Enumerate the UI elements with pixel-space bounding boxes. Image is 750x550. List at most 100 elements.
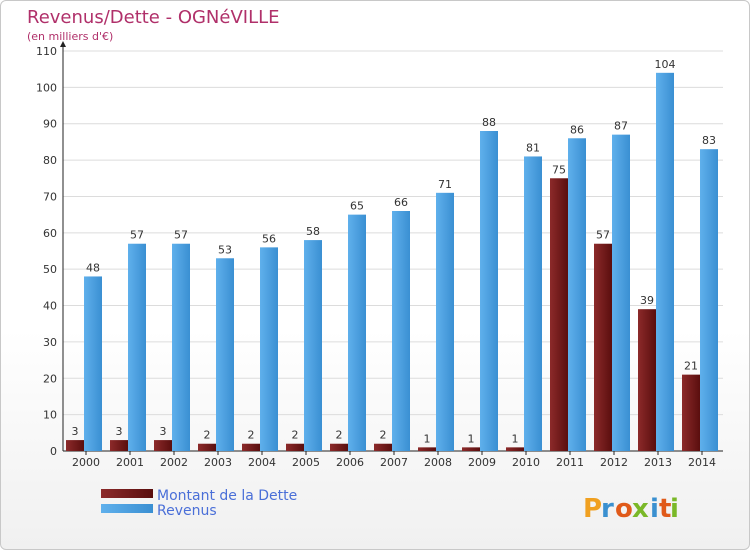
legend-swatch-debt: [101, 489, 153, 498]
bar-revenus: [656, 72, 674, 452]
logo-letter: t: [659, 494, 671, 524]
bar-dette: [638, 309, 656, 451]
x-tick-label: 2012: [600, 456, 628, 469]
data-label-dette: 1: [468, 432, 475, 445]
bar-revenus: [84, 276, 102, 451]
bar-revenus: [128, 243, 146, 451]
x-tick-label: 2003: [204, 456, 232, 469]
y-axis-arrow: [60, 41, 66, 47]
chart-title: Revenus/Dette - OGNéVILLE: [27, 7, 280, 28]
data-label-revenus: 48: [86, 261, 100, 274]
data-label-dette: 57: [596, 229, 610, 242]
axis-layer: 0 10 20 30 40 50 60 70 80 90 100 110 2000 2001 2002 200…: [36, 41, 723, 469]
data-label-dette: 75: [552, 163, 566, 176]
bar-revenus: [216, 258, 234, 451]
data-label-revenus: 66: [394, 196, 408, 209]
legend-label-debt: Montant de la Dette: [157, 488, 297, 504]
bar-dette: [462, 447, 480, 451]
bar-dette: [198, 443, 216, 451]
data-label-dette: 3: [160, 425, 167, 438]
y-tick-label: 100: [36, 81, 57, 94]
data-label-dette: 2: [336, 429, 343, 442]
data-label-revenus: 65: [350, 200, 364, 213]
data-label-dette: 1: [424, 432, 431, 445]
data-label-revenus: 88: [482, 116, 496, 129]
bar-dette: [594, 243, 612, 451]
data-label-revenus: 81: [526, 141, 540, 154]
logo-letter: o: [615, 494, 633, 524]
x-tick-label: 2011: [556, 456, 584, 469]
bar-dette: [154, 440, 172, 451]
bar-revenus: [480, 131, 498, 451]
data-label-dette: 2: [292, 429, 299, 442]
y-tick-label: 90: [43, 118, 57, 131]
data-label-revenus: 57: [174, 229, 188, 242]
x-tick-label: 2009: [468, 456, 496, 469]
bar-dette: [550, 178, 568, 452]
legend: Montant de la Dette Revenus: [101, 488, 297, 519]
data-label-dette: 2: [204, 429, 211, 442]
bar-dette: [66, 440, 84, 451]
x-tick-label: 2001: [116, 456, 144, 469]
x-tick-label: 2013: [644, 456, 672, 469]
y-tick-label: 60: [43, 227, 57, 240]
bar-revenus: [700, 149, 718, 451]
y-tick-label: 10: [43, 409, 57, 422]
bar-dette: [374, 443, 392, 451]
x-tick-label: 2005: [292, 456, 320, 469]
y-tick-label: 70: [43, 190, 57, 203]
legend-swatch-revenus: [101, 504, 153, 513]
x-tick-label: 2006: [336, 456, 364, 469]
x-tick-label: 2008: [424, 456, 452, 469]
bar-revenus: [568, 138, 586, 452]
data-label-dette: 1: [512, 432, 519, 445]
data-label-dette: 21: [684, 360, 698, 373]
x-tick-label: 2010: [512, 456, 540, 469]
bar-layer: [66, 72, 718, 452]
bar-revenus: [612, 134, 630, 452]
data-label-revenus: 86: [570, 123, 584, 136]
data-label-revenus: 104: [655, 58, 676, 71]
bar-dette: [242, 443, 260, 451]
y-tick-label: 110: [36, 45, 57, 58]
logo-letter: i: [650, 494, 659, 524]
bar-dette: [506, 447, 524, 451]
x-tick-label: 2004: [248, 456, 276, 469]
data-label-revenus: 83: [702, 134, 716, 147]
x-tick-label: 2007: [380, 456, 408, 469]
data-label-revenus: 71: [438, 178, 452, 191]
data-label-dette: 39: [640, 294, 654, 307]
y-tick-label: 80: [43, 154, 57, 167]
bar-dette: [418, 447, 436, 451]
logo-letter: r: [601, 494, 614, 524]
y-tick-label: 50: [43, 263, 57, 276]
data-label-dette: 3: [72, 425, 79, 438]
y-tick-label: 40: [43, 300, 57, 313]
logo-letter: P: [583, 494, 602, 524]
bar-revenus: [260, 247, 278, 451]
data-label-revenus: 56: [262, 232, 276, 245]
bar-revenus: [392, 211, 410, 451]
bar-revenus: [524, 156, 542, 452]
bar-dette: [286, 443, 304, 451]
logo-letter: i: [670, 494, 679, 524]
data-label-revenus: 57: [130, 229, 144, 242]
y-tick-label: 0: [50, 445, 57, 458]
x-tick-label: 2014: [688, 456, 716, 469]
bar-revenus: [304, 240, 322, 451]
proxiti-logo: Pr o x i ti: [583, 494, 679, 524]
y-tick-label: 30: [43, 336, 57, 349]
data-label-revenus: 87: [614, 120, 628, 133]
bar-revenus: [436, 192, 454, 451]
bar-dette: [330, 443, 348, 451]
data-label-revenus: 58: [306, 225, 320, 238]
bar-dette: [682, 374, 700, 451]
bar-dette: [110, 440, 128, 451]
bar-revenus: [348, 214, 366, 451]
logo-letter: x: [632, 494, 649, 524]
data-label-revenus: 53: [218, 243, 232, 256]
data-label-dette: 2: [248, 429, 255, 442]
data-label-dette: 3: [116, 425, 123, 438]
